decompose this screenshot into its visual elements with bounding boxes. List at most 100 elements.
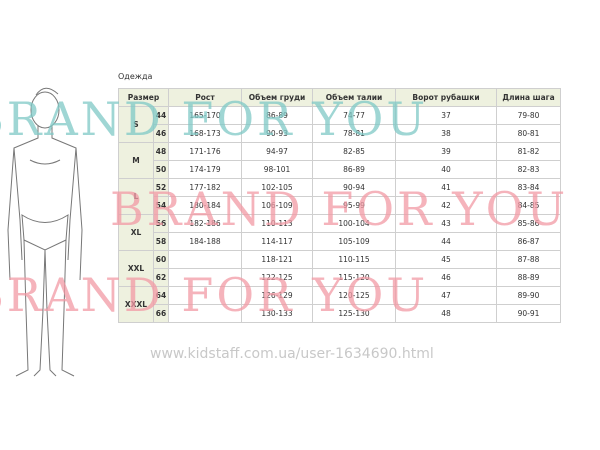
waist-cell: 100-104 — [312, 214, 396, 233]
header-collar: Ворот рубашки — [395, 88, 497, 107]
size-number: 62 — [153, 268, 169, 287]
height-cell: 182-186 — [168, 214, 242, 233]
table-row: 62 122-125 115-120 46 88-89 — [119, 268, 561, 287]
collar-cell: 40 — [395, 160, 497, 179]
chest-cell: 122-125 — [241, 268, 313, 287]
waist-cell: 115-120 — [312, 268, 396, 287]
inseam-cell: 83-84 — [496, 178, 561, 197]
collar-cell: 48 — [395, 304, 497, 323]
height-cell: 174-179 — [168, 160, 242, 179]
chest-cell: 106-109 — [241, 196, 313, 215]
human-figure-illustration — [7, 87, 83, 377]
table-row: 66 130-133 125-130 48 90-91 — [119, 304, 561, 323]
header-waist: Объем талии — [312, 88, 396, 107]
waist-cell: 74-77 — [312, 106, 396, 125]
height-cell: 177-182 — [168, 178, 242, 197]
inseam-cell: 85-86 — [496, 214, 561, 233]
collar-cell: 43 — [395, 214, 497, 233]
chest-cell: 86-89 — [241, 106, 313, 125]
waist-cell: 125-130 — [312, 304, 396, 323]
size-number: 60 — [153, 250, 169, 269]
chest-cell: 130-133 — [241, 304, 313, 323]
inseam-cell: 81-82 — [496, 142, 561, 161]
chest-cell: 114-117 — [241, 232, 313, 251]
collar-cell: 45 — [395, 250, 497, 269]
collar-cell: 46 — [395, 268, 497, 287]
header-height: Рост — [168, 88, 242, 107]
waist-cell: 90-94 — [312, 178, 396, 197]
table-row: 58 184-188 114-117 105-109 44 86-87 — [119, 232, 561, 251]
inseam-cell: 89-90 — [496, 286, 561, 305]
size-number: 52 — [153, 178, 169, 197]
collar-cell: 42 — [395, 196, 497, 215]
size-number: 54 — [153, 196, 169, 215]
table-row: M 48 171-176 94-97 82-85 39 81-82 — [118, 142, 561, 179]
inseam-cell: 80-81 — [496, 124, 561, 143]
source-url: www.kidstaff.com.ua/user-1634690.html — [150, 346, 434, 362]
table-row: XXXL 64 126-129 120-125 47 89-90 — [118, 286, 561, 323]
inseam-cell: 84-85 — [496, 196, 561, 215]
size-group: XL — [118, 214, 154, 251]
waist-cell: 105-109 — [312, 232, 396, 251]
chest-cell: 102-105 — [241, 178, 313, 197]
waist-cell: 110-115 — [312, 250, 396, 269]
inseam-cell: 86-87 — [496, 232, 561, 251]
inseam-cell: 79-80 — [496, 106, 561, 125]
height-cell — [168, 250, 242, 269]
height-cell: 165-170 — [168, 106, 242, 125]
inseam-cell: 88-89 — [496, 268, 561, 287]
table-row: XXL 60 118-121 110-115 45 87-88 — [118, 250, 561, 287]
size-group: XXL — [118, 250, 154, 287]
table-row: 54 180-184 106-109 95-99 42 84-85 — [119, 196, 561, 215]
height-cell: 168-173 — [168, 124, 242, 143]
chest-cell: 98-101 — [241, 160, 313, 179]
collar-cell: 38 — [395, 124, 497, 143]
size-group: L — [118, 178, 154, 215]
table-row: XL 56 182-186 110-113 100-104 43 85-86 — [118, 214, 561, 251]
chest-cell: 126-129 — [241, 286, 313, 305]
height-cell — [168, 268, 242, 287]
height-cell: 180-184 — [168, 196, 242, 215]
chest-cell: 90-93 — [241, 124, 313, 143]
size-number: 64 — [153, 286, 169, 305]
chest-cell: 110-113 — [241, 214, 313, 233]
table-row: L 52 177-182 102-105 90-94 41 83-84 — [118, 178, 561, 215]
size-number: 44 — [153, 106, 169, 125]
header-chest: Объем груди — [241, 88, 313, 107]
size-number: 66 — [153, 304, 169, 323]
size-number: 48 — [153, 142, 169, 161]
height-cell: 184-188 — [168, 232, 242, 251]
table-row: 46 168-173 90-93 78-81 38 80-81 — [119, 124, 561, 143]
height-cell — [168, 286, 242, 305]
height-cell: 171-176 — [168, 142, 242, 161]
collar-cell: 41 — [395, 178, 497, 197]
inseam-cell: 87-88 — [496, 250, 561, 269]
waist-cell: 78-81 — [312, 124, 396, 143]
size-group: S — [118, 106, 154, 143]
waist-cell: 82-85 — [312, 142, 396, 161]
size-group: XXXL — [118, 286, 154, 323]
collar-cell: 47 — [395, 286, 497, 305]
height-cell — [168, 304, 242, 323]
table-row: S 44 165-170 86-89 74-77 37 79-80 — [118, 106, 561, 143]
inseam-cell: 82-83 — [496, 160, 561, 179]
size-number: 46 — [153, 124, 169, 143]
table-caption: Одежда — [118, 72, 153, 81]
inseam-cell: 90-91 — [496, 304, 561, 323]
waist-cell: 86-89 — [312, 160, 396, 179]
chest-cell: 94-97 — [241, 142, 313, 161]
size-number: 56 — [153, 214, 169, 233]
waist-cell: 95-99 — [312, 196, 396, 215]
collar-cell: 44 — [395, 232, 497, 251]
table-row: 50 174-179 98-101 86-89 40 82-83 — [119, 160, 561, 179]
size-number: 58 — [153, 232, 169, 251]
size-table: Размер Рост Объем груди Объем талии Воро… — [118, 88, 561, 323]
collar-cell: 37 — [395, 106, 497, 125]
chest-cell: 118-121 — [241, 250, 313, 269]
header-size: Размер — [118, 88, 169, 107]
header-inseam: Длина шага — [496, 88, 561, 107]
size-number: 50 — [153, 160, 169, 179]
waist-cell: 120-125 — [312, 286, 396, 305]
size-group: M — [118, 142, 154, 179]
collar-cell: 39 — [395, 142, 497, 161]
